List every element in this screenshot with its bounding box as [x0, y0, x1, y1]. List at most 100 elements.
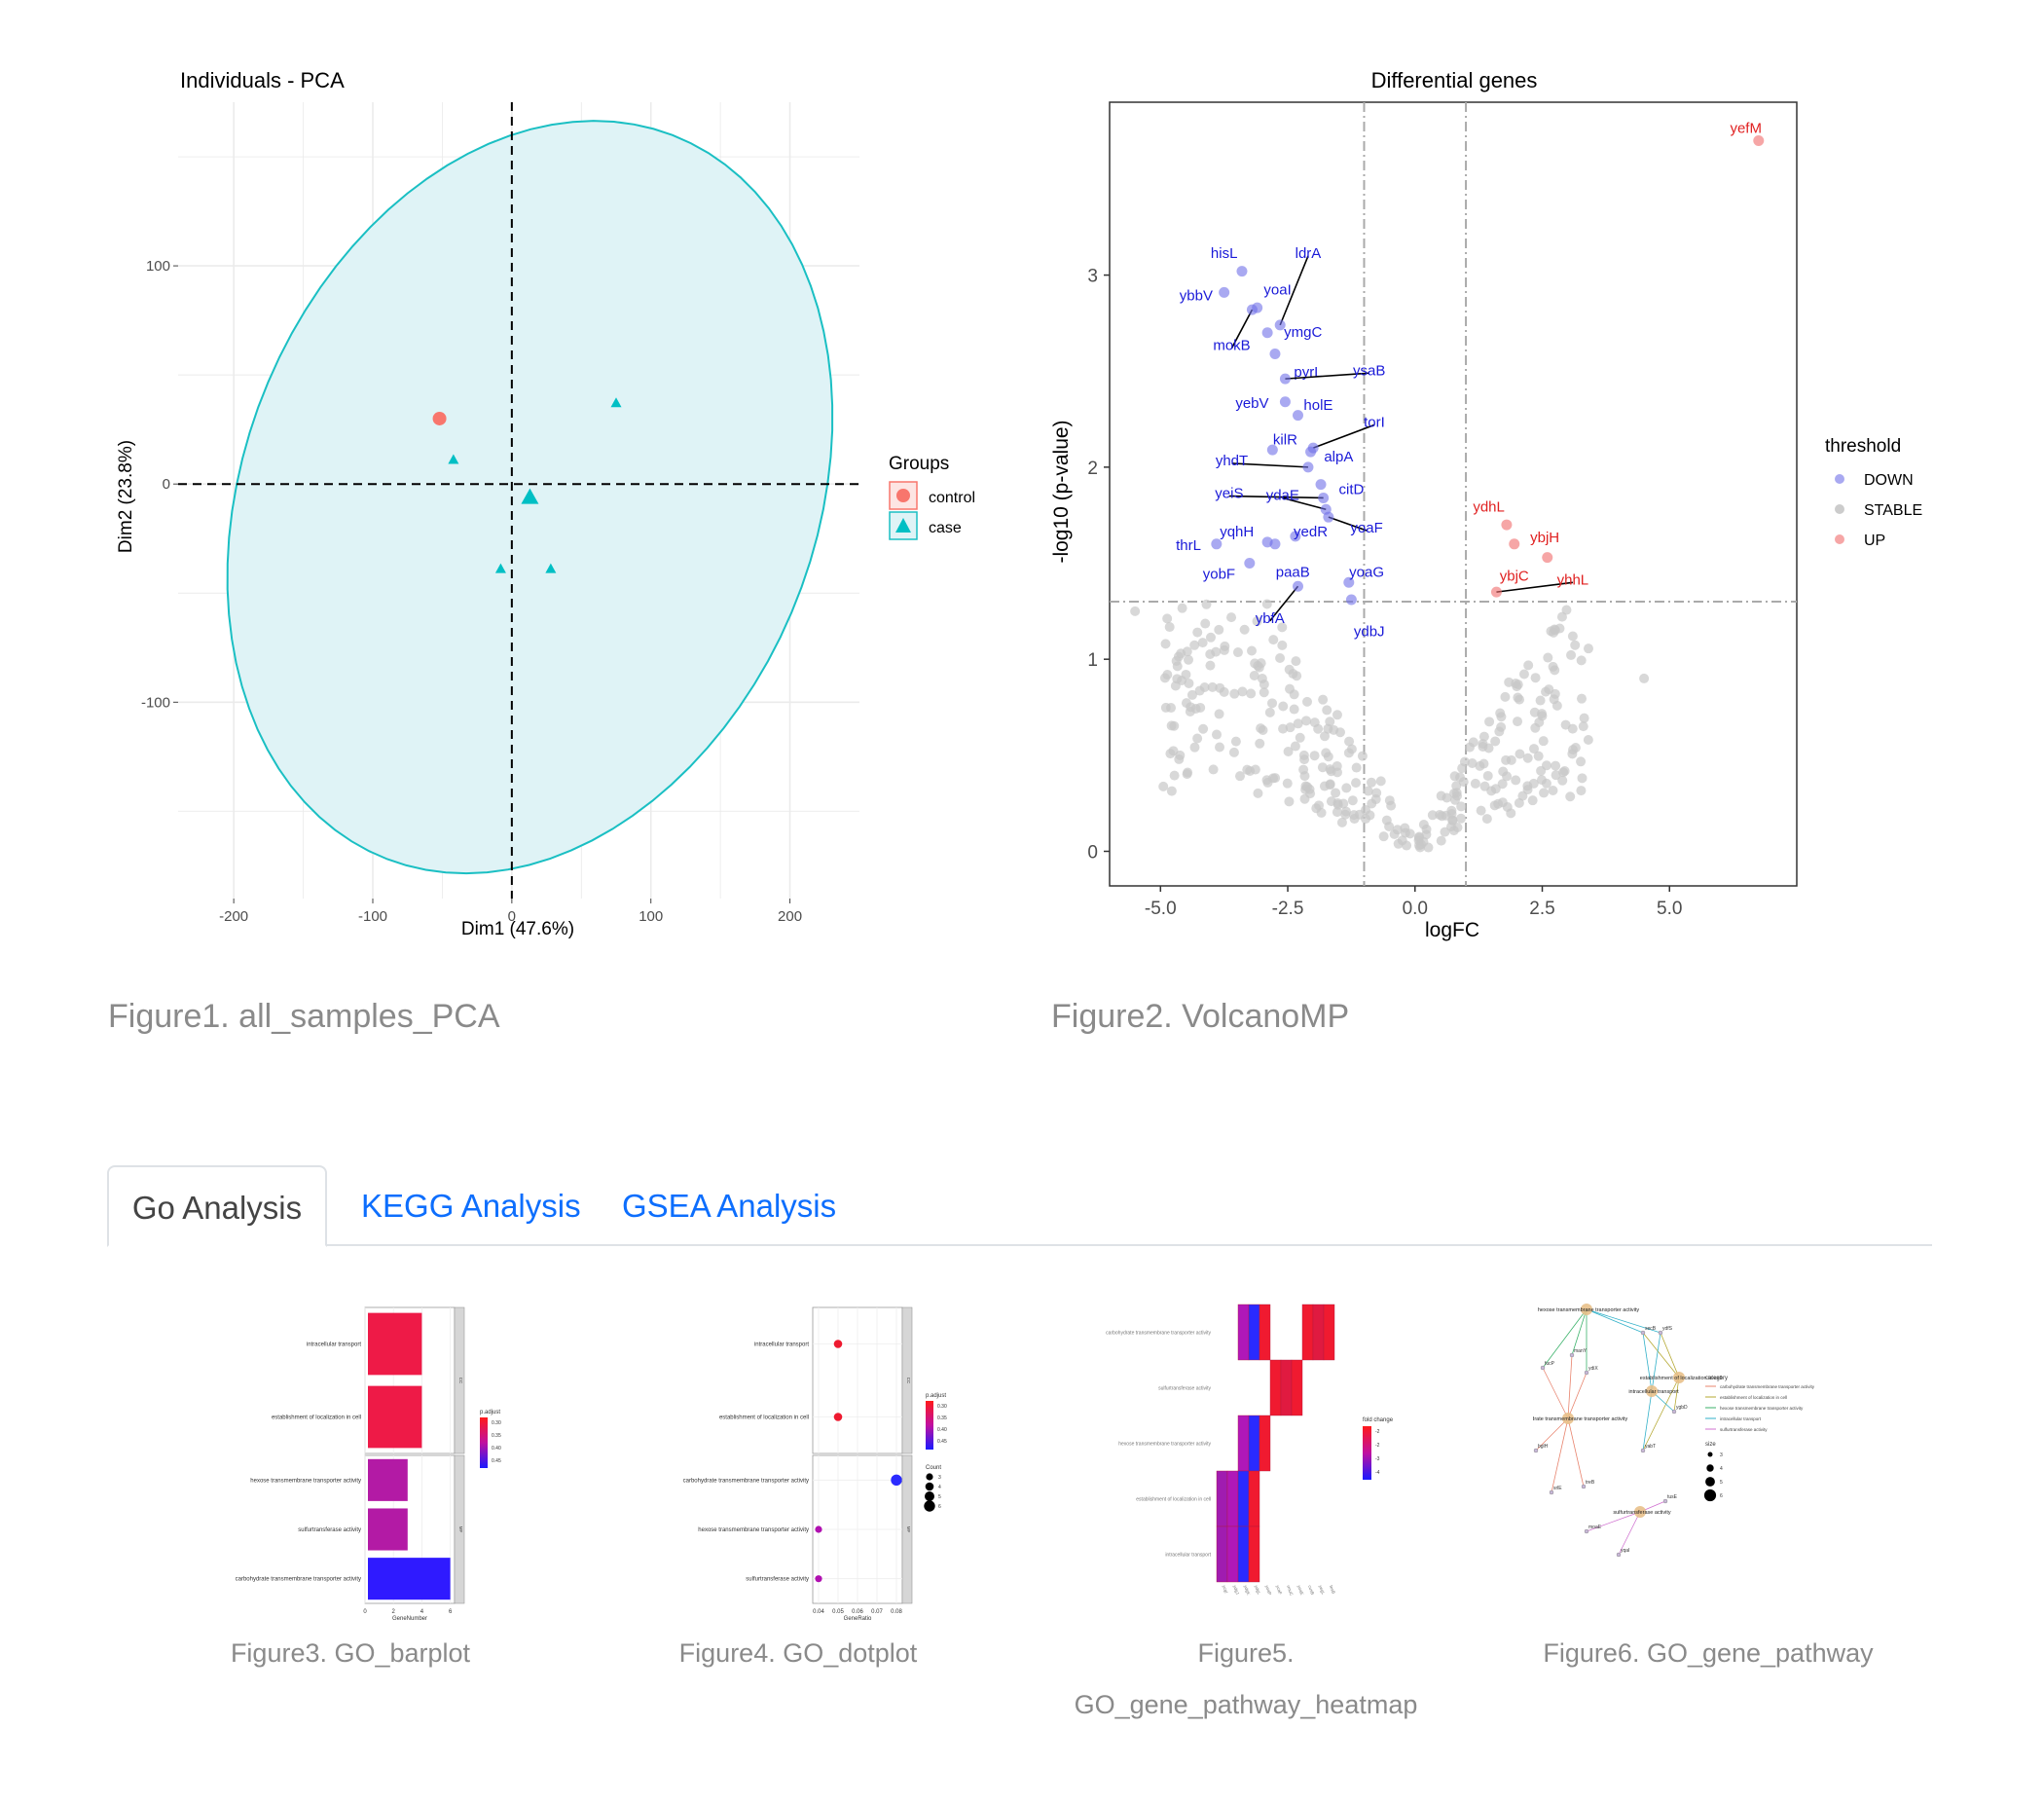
go-dotplot-category-label: establishment of localization in cell — [719, 1415, 809, 1421]
go-heatmap-column-label: ydgK — [1243, 1585, 1251, 1596]
volcano-point-stable — [1341, 783, 1352, 793]
volcano-point-stable — [1402, 840, 1412, 851]
volcano-point-stable — [1541, 686, 1551, 697]
go-network-edge — [1542, 1367, 1569, 1419]
volcano-point-stable — [1576, 655, 1587, 666]
volcano-legend-down-marker — [1835, 474, 1844, 484]
go-network-edge — [1586, 1511, 1641, 1532]
volcano-legend-down-label: DOWN — [1864, 472, 1914, 489]
volcano-point-stable — [1309, 751, 1320, 761]
volcano-point-stable — [1459, 756, 1470, 767]
volcano-point-stable — [1511, 775, 1521, 786]
volcano-point-stable — [1484, 717, 1495, 727]
tab-kegg-analysis[interactable]: KEGG Analysis — [361, 1188, 581, 1224]
go-dotplot-xtick-label: 0.08 — [891, 1609, 902, 1615]
go-network-edge — [1642, 1332, 1653, 1392]
go-network-edge — [1571, 1308, 1588, 1356]
volcano-point-stable — [1198, 723, 1209, 734]
volcano-point-stable — [1255, 738, 1265, 749]
volcano-legend-stable-marker — [1835, 504, 1844, 514]
volcano-point-stable — [1361, 804, 1371, 815]
volcano-point-down — [1266, 444, 1278, 456]
go-heatmap-cell — [1216, 1525, 1228, 1583]
go-dotplot-xtick-label: 0.06 — [852, 1609, 863, 1615]
volcano-point-down — [1236, 266, 1248, 277]
volcano-point-stable — [1513, 680, 1523, 690]
go-heatmap-legend-tick: -2 — [1375, 1443, 1380, 1449]
volcano-point-stable — [1496, 712, 1507, 722]
volcano-point-stable — [1321, 748, 1332, 758]
volcano-point-stable — [1158, 781, 1169, 791]
volcano-point-stable — [1268, 773, 1279, 784]
go-barplot-legend-tick: 0.30 — [492, 1420, 501, 1426]
volcano-point-stable — [1513, 717, 1523, 727]
go-dotplot-size-tick: 5 — [938, 1494, 941, 1500]
volcano-point-stable — [1400, 827, 1410, 838]
volcano-point-stable — [1357, 751, 1368, 761]
volcano-point-stable — [1208, 764, 1219, 775]
volcano-point-stable — [1181, 669, 1191, 680]
go-network-gene-node — [1549, 1489, 1554, 1495]
tab-go-analysis[interactable]: Go Analysis — [107, 1165, 327, 1247]
volcano-point-stable — [1267, 698, 1278, 709]
go-dotplot-size-key — [924, 1500, 935, 1512]
volcano-point-stable — [1314, 800, 1325, 811]
tab-gsea-analysis[interactable]: GSEA Analysis — [622, 1188, 837, 1224]
volcano-point-stable — [1169, 770, 1180, 781]
volcano-point-stable — [1583, 735, 1593, 746]
volcano-point-stable — [1561, 605, 1572, 615]
volcano-point-stable — [1239, 624, 1250, 635]
volcano-gene-label: ydaE — [1266, 488, 1299, 504]
volcano-point-stable — [1490, 736, 1501, 747]
volcano-point-stable — [1257, 673, 1267, 683]
go-dotplot-strip-label: MF — [906, 1526, 911, 1533]
go-barplot-xtick-label: 2 — [392, 1609, 396, 1615]
volcano-point-stable — [1289, 704, 1299, 715]
volcano-gene-label: yhhL — [1557, 571, 1589, 588]
volcano-point-stable — [1192, 733, 1203, 744]
volcano-point-stable — [1446, 805, 1457, 816]
go-dotplot-legend-title: p.adjust — [926, 1393, 946, 1399]
go-network-gene-node — [1640, 1330, 1646, 1336]
go-network-gene-label: treB — [1586, 1480, 1595, 1486]
volcano-ytick-label: 1 — [1087, 650, 1098, 671]
volcano-point-stable — [1300, 781, 1311, 791]
pca-xlabel: Dim1 (47.6%) — [461, 919, 574, 939]
pca-ytick-label: 100 — [146, 258, 170, 275]
go-network-size-title: size — [1705, 1442, 1716, 1448]
go-network-gene-label: bglH — [1538, 1444, 1549, 1450]
volcano-point-stable — [1318, 694, 1329, 705]
go-dotplot-size-tick: 6 — [938, 1504, 941, 1510]
volcano-point-stable — [1482, 770, 1493, 781]
volcano-point-stable — [1230, 736, 1241, 747]
go-dotplot-size-key — [925, 1482, 934, 1491]
volcano-point-stable — [1375, 776, 1386, 787]
volcano-point-stable — [1367, 798, 1377, 809]
volcano-point-stable — [1536, 765, 1547, 776]
go-dotplot-size-title: Count — [926, 1465, 941, 1471]
volcano-gene-label: ybfA — [1256, 610, 1285, 627]
volcano-point-stable — [1518, 669, 1529, 680]
volcano-point-stable — [1378, 831, 1389, 842]
volcano-gene-label: yoaF — [1350, 520, 1382, 536]
volcano-point-stable — [1246, 688, 1257, 699]
volcano-point-stable — [1579, 713, 1589, 723]
go-heatmap-legend-tick: -4 — [1375, 1470, 1380, 1476]
volcano-point-stable — [1211, 646, 1222, 657]
go-network-gene-label: yabT — [1645, 1444, 1656, 1450]
volcano-point-up — [1509, 538, 1520, 550]
volcano-ytick-label: 3 — [1087, 267, 1098, 287]
volcano-point-stable — [1164, 622, 1175, 633]
volcano-point-stable — [1185, 706, 1195, 717]
go-network-gene-label: ydfS — [1662, 1326, 1673, 1332]
go-network-size-tick: 3 — [1720, 1452, 1723, 1458]
volcano-gene-label: yeiS — [1215, 486, 1243, 502]
volcano-point-stable — [1548, 661, 1558, 672]
volcano-point-stable — [1226, 612, 1237, 623]
go-network-pathway-label: sulfurtransferase activity — [1613, 1510, 1671, 1516]
go-heatmap-legend-tick: -3 — [1375, 1456, 1380, 1462]
volcano-point-down — [1279, 373, 1291, 385]
volcano-point-stable — [1289, 689, 1299, 700]
volcano-point-stable — [1278, 701, 1289, 712]
volcano-label-connector — [1285, 372, 1369, 380]
